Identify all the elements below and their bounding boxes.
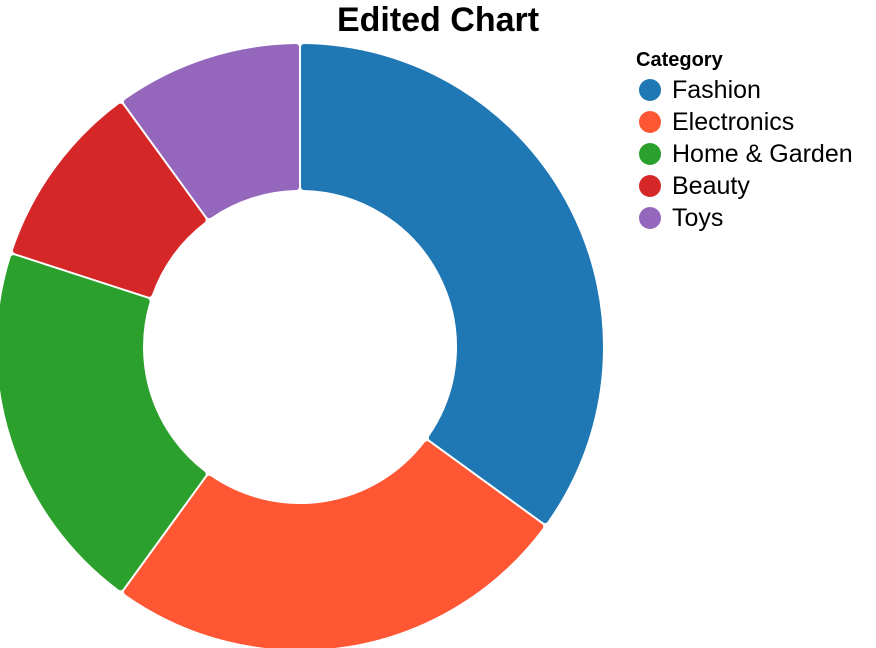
donut-slice-fashion[interactable] bbox=[304, 47, 600, 520]
legend-item-fashion[interactable]: Fashion bbox=[636, 74, 853, 106]
legend-item-home-garden[interactable]: Home & Garden bbox=[636, 138, 853, 170]
legend-label: Toys bbox=[672, 204, 723, 233]
legend-items: Fashion Electronics Home & Garden Beauty Toy… bbox=[636, 74, 853, 234]
legend-swatch-icon bbox=[639, 175, 661, 197]
legend-swatch-icon bbox=[639, 207, 661, 229]
legend-label: Home & Garden bbox=[672, 140, 853, 169]
legend-item-beauty[interactable]: Beauty bbox=[636, 170, 853, 202]
legend-swatch-icon bbox=[639, 79, 661, 101]
legend-item-electronics[interactable]: Electronics bbox=[636, 106, 853, 138]
legend-item-toys[interactable]: Toys bbox=[636, 202, 853, 234]
legend-swatch-icon bbox=[639, 111, 661, 133]
legend-label: Beauty bbox=[672, 172, 750, 201]
legend-label: Fashion bbox=[672, 76, 761, 105]
legend-label: Electronics bbox=[672, 108, 794, 137]
legend-swatch-icon bbox=[639, 143, 661, 165]
legend: Category Fashion Electronics Home & Garden… bbox=[636, 46, 853, 234]
legend-title: Category bbox=[636, 46, 853, 74]
